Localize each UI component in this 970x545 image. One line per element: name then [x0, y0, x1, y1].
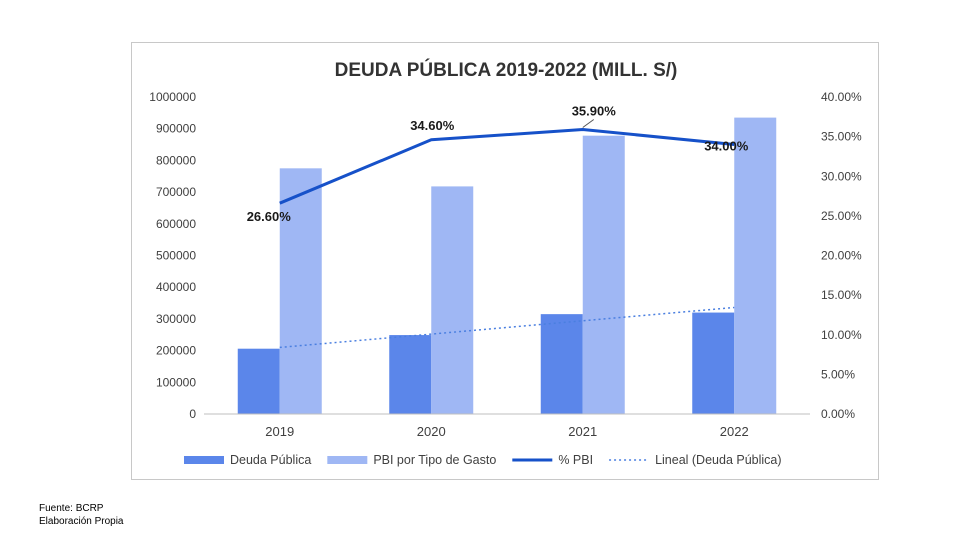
- y-right-tick-label: 25.00%: [821, 209, 862, 223]
- author-label: Elaboración Propia: [39, 516, 124, 527]
- legend-label: % PBI: [558, 453, 593, 467]
- y-left-tick-label: 900000: [156, 122, 196, 136]
- legend-label: Lineal (Deuda Pública): [655, 453, 781, 467]
- bar-pbi-por-tipo-de-gasto: [582, 135, 625, 414]
- y-left-tick-label: 300000: [156, 312, 196, 326]
- bar-pbi-por-tipo-de-gasto: [734, 117, 777, 414]
- bar-pbi-por-tipo-de-gasto: [431, 186, 474, 414]
- x-tick-label: 2022: [720, 424, 749, 439]
- y-left-tick-label: 500000: [156, 249, 196, 263]
- y-left-tick-label: 1000000: [149, 90, 196, 104]
- source-label: Fuente: BCRP: [39, 503, 104, 514]
- legend-label: PBI por Tipo de Gasto: [373, 453, 496, 467]
- line-pct-pbi: [279, 127, 735, 205]
- y-left-tick-label: 0: [189, 407, 196, 421]
- y-right-tick-label: 20.00%: [821, 249, 862, 263]
- y-left-tick-label: 200000: [156, 344, 196, 358]
- data-label-pct-pbi: 34.60%: [410, 118, 455, 133]
- legend-swatch-pbi-por-tipo-de-gasto: [327, 456, 368, 464]
- bar-deuda-publica: [540, 314, 583, 414]
- bar-deuda-publica: [237, 348, 280, 414]
- x-tick-label: 2019: [265, 424, 294, 439]
- x-tick-label: 2021: [568, 424, 597, 439]
- y-left-tick-label: 800000: [156, 153, 196, 167]
- y-left-tick-label: 700000: [156, 185, 196, 199]
- y-left-tick-label: 400000: [156, 280, 196, 294]
- data-label-pct-pbi: 34.00%: [704, 139, 749, 154]
- y-left-tick-label: 100000: [156, 375, 196, 389]
- y-right-tick-label: 5.00%: [821, 367, 855, 381]
- legend-label: Deuda Pública: [230, 453, 311, 467]
- y-right-tick-label: 40.00%: [821, 90, 862, 104]
- chart-frame: DEUDA PÚBLICA 2019-2022 (MILL. S/) 0 10000…: [131, 42, 879, 480]
- source-notes: Fuente: BCRP Elaboración Propia: [39, 502, 124, 528]
- y-right-tick-label: 30.00%: [821, 169, 862, 183]
- trendline-deuda-publica: [279, 306, 735, 349]
- chart-title: DEUDA PÚBLICA 2019-2022 (MILL. S/): [335, 59, 678, 81]
- x-tick-label: 2020: [417, 424, 446, 439]
- y-right-tick-label: 0.00%: [821, 407, 855, 421]
- y-right-tick-label: 15.00%: [821, 288, 862, 302]
- bar-deuda-publica: [389, 335, 432, 414]
- combo-chart: DEUDA PÚBLICA 2019-2022 (MILL. S/) 0 10000…: [149, 59, 862, 467]
- data-label-leader-line: [582, 119, 595, 128]
- bar-deuda-publica: [692, 312, 735, 414]
- data-label-pct-pbi: 26.60%: [247, 209, 292, 224]
- y-right-tick-label: 35.00%: [821, 130, 862, 144]
- y-left-tick-label: 600000: [156, 217, 196, 231]
- bar-pbi-por-tipo-de-gasto: [279, 168, 322, 414]
- legend-swatch-deuda-publica: [184, 456, 224, 464]
- y-right-tick-label: 10.00%: [821, 328, 862, 342]
- data-label-pct-pbi: 35.90%: [572, 103, 617, 118]
